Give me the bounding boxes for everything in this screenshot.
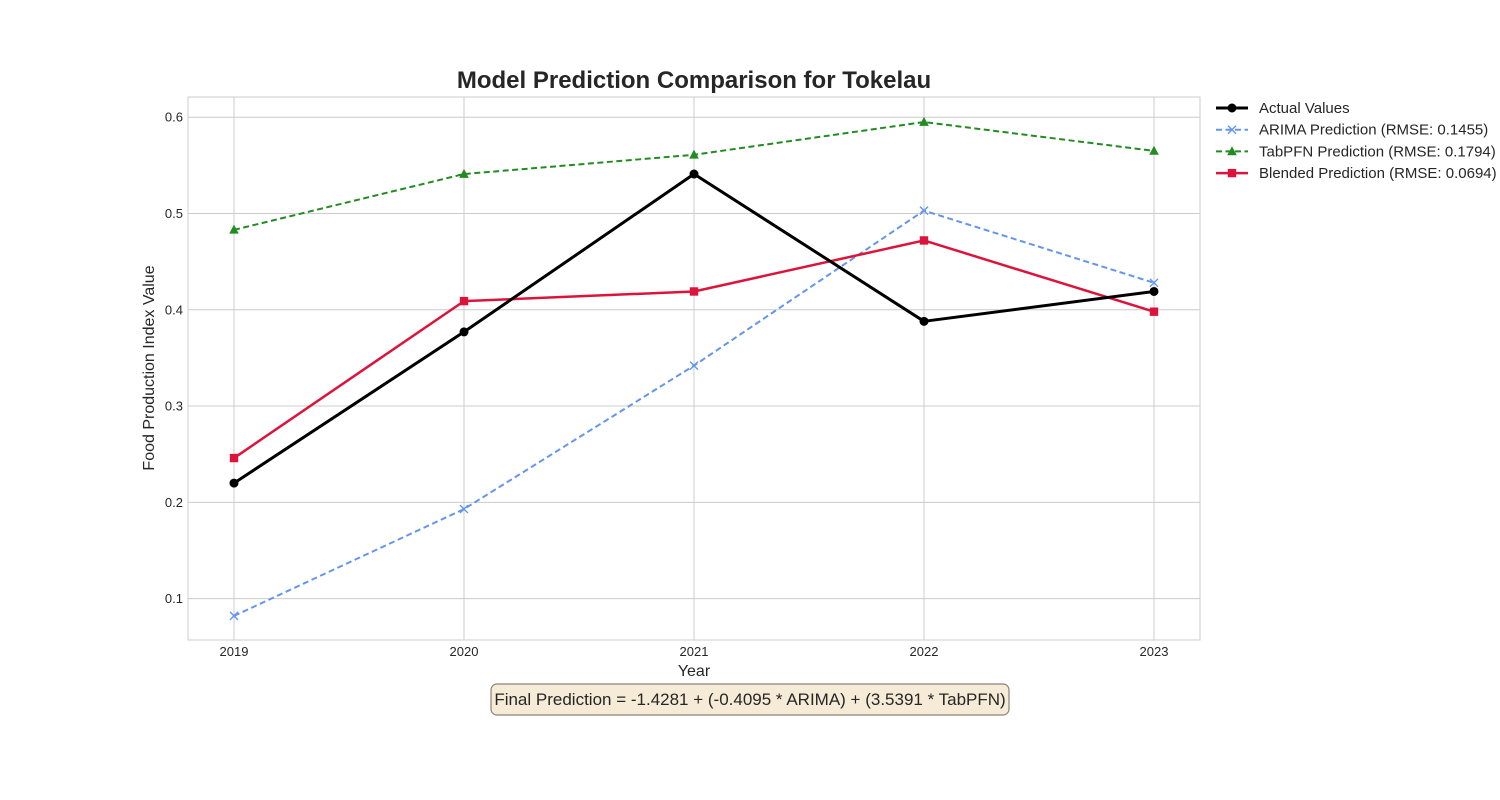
series-1 (229, 206, 1159, 621)
legend-label: ARIMA Prediction (RMSE: 0.1455) (1259, 122, 1488, 139)
data-point (229, 478, 239, 488)
legend-item: TabPFN Prediction (RMSE: 0.1794) (1216, 143, 1496, 160)
data-point (229, 611, 239, 621)
data-point (459, 504, 469, 514)
y-tick-label: 0.2 (165, 495, 183, 510)
series-0 (229, 169, 1159, 488)
x-tick-label: 2019 (220, 644, 249, 659)
legend-label: Blended Prediction (RMSE: 0.0694) (1259, 165, 1497, 182)
series-3 (229, 236, 1159, 463)
legend-item: ARIMA Prediction (RMSE: 0.1455) (1216, 122, 1488, 139)
grid (188, 97, 1200, 640)
data-point (1149, 145, 1159, 155)
formula-box: Final Prediction = -1.4281 + (-0.4095 * … (490, 683, 1010, 716)
y-tick-label: 0.1 (165, 591, 183, 606)
plot-frame (187, 96, 1201, 641)
data-point (459, 168, 469, 178)
chart-title: Model Prediction Comparison for Tokelau (457, 67, 931, 94)
legend-marker (1227, 103, 1237, 113)
data-point (919, 116, 929, 126)
y-tick-label: 0.5 (165, 206, 183, 221)
x-tick-label: 2022 (910, 644, 939, 659)
series-group (229, 116, 1159, 621)
data-point (689, 361, 699, 371)
x-tick-label: 2020 (450, 644, 479, 659)
legend-label: Actual Values (1259, 100, 1350, 117)
x-ticks: 2019 2020 2021 2022 2023 (220, 644, 1169, 659)
formula-text: Final Prediction = -1.4281 + (-0.4095 * … (494, 690, 1005, 709)
legend-label: TabPFN Prediction (RMSE: 0.1794) (1259, 143, 1496, 160)
y-tick-label: 0.4 (165, 302, 183, 317)
data-point (689, 287, 699, 296)
data-point (1149, 307, 1159, 316)
data-point (919, 316, 929, 326)
data-point (229, 224, 239, 234)
y-axis-label: Food Production Index Value (141, 265, 158, 470)
formula-box-background (490, 683, 1010, 716)
x-tick-label: 2023 (1140, 644, 1169, 659)
data-point (459, 327, 469, 337)
series-2 (229, 116, 1159, 234)
legend-marker (1227, 125, 1237, 135)
x-axis-label: Year (678, 663, 711, 680)
data-point (229, 453, 239, 463)
data-point (919, 206, 929, 216)
data-point (459, 296, 469, 306)
data-point (1149, 286, 1159, 296)
data-point (919, 236, 929, 245)
data-point (689, 149, 699, 159)
legend: Actual Values ARIMA Prediction (RMSE: 0.1… (1216, 100, 1497, 182)
y-tick-label: 0.6 (165, 110, 183, 125)
legend-marker (1227, 146, 1237, 156)
y-tick-label: 0.3 (165, 399, 183, 414)
data-point (1149, 278, 1159, 288)
legend-marker (1227, 168, 1237, 178)
legend-item: Blended Prediction (RMSE: 0.0694) (1216, 165, 1497, 182)
legend-item: Actual Values (1216, 100, 1350, 117)
x-tick-label: 2021 (680, 644, 709, 659)
y-ticks: 0.1 0.2 0.3 0.4 0.5 0.6 (165, 110, 183, 606)
data-point (689, 169, 699, 179)
